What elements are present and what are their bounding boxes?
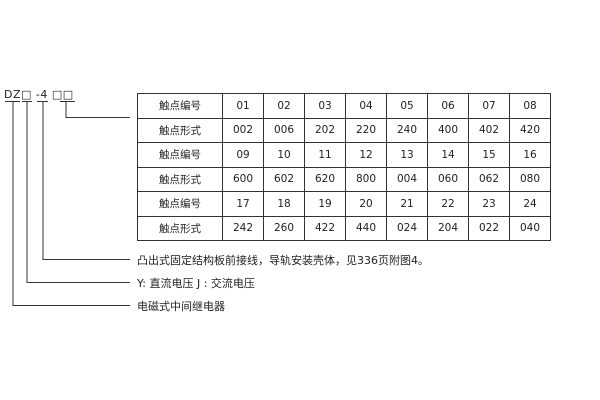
- table-cell: 08: [509, 93, 551, 119]
- table-cell: 22: [427, 191, 469, 217]
- table-cell: 040: [509, 215, 551, 241]
- row-label: 触点编号: [137, 142, 223, 168]
- row-label: 触点形式: [137, 215, 223, 241]
- table-cell: 602: [263, 166, 305, 192]
- table-cell: 202: [304, 117, 346, 143]
- table-cell: 07: [468, 93, 510, 119]
- table-cell: 024: [386, 215, 428, 241]
- table-cell: 422: [304, 215, 346, 241]
- table-cell: 13: [386, 142, 428, 168]
- table-cell: 002: [222, 117, 264, 143]
- table-cell: 260: [263, 215, 305, 241]
- table-cell: 080: [509, 166, 551, 192]
- table-cell: 062: [468, 166, 510, 192]
- row-label: 触点形式: [137, 117, 223, 143]
- table-cell: 060: [427, 166, 469, 192]
- table-cell: 022: [468, 215, 510, 241]
- table-cell: 004: [386, 166, 428, 192]
- table-cell: 02: [263, 93, 305, 119]
- model-code: DZ□ -4 □□: [4, 88, 74, 101]
- contact-table: 触点编号 01 02 03 04 05 06 07 08 触点形式 002 006 202 220 240 4…: [137, 93, 551, 241]
- table-cell: 400: [427, 117, 469, 143]
- leader-contact: [65, 101, 130, 118]
- leader-voltage: [26, 101, 130, 283]
- description-type: 电磁式中间继电器: [137, 300, 225, 313]
- table-cell: 006: [263, 117, 305, 143]
- leader-type: [12, 101, 130, 306]
- row-label: 触点形式: [137, 166, 223, 192]
- table-cell: 20: [345, 191, 387, 217]
- table-cell: 440: [345, 215, 387, 241]
- table-row: 触点编号 17 18 19 20 21 22 23 24: [137, 191, 551, 217]
- table-cell: 220: [345, 117, 387, 143]
- row-label: 触点编号: [137, 191, 223, 217]
- table-cell: 23: [468, 191, 510, 217]
- table-cell: 19: [304, 191, 346, 217]
- table-cell: 620: [304, 166, 346, 192]
- table-cell: 240: [386, 117, 428, 143]
- table-cell: 01: [222, 93, 264, 119]
- table-cell: 18: [263, 191, 305, 217]
- table-cell: 03: [304, 93, 346, 119]
- table-cell: 09: [222, 142, 264, 168]
- table-cell: 14: [427, 142, 469, 168]
- description-voltage: Y: 直流电压 J : 交流电压: [137, 277, 255, 290]
- table-cell: 800: [345, 166, 387, 192]
- leader-structure: [42, 101, 130, 260]
- table-cell: 10: [263, 142, 305, 168]
- table-cell: 17: [222, 191, 264, 217]
- table-cell: 242: [222, 215, 264, 241]
- table-cell: 11: [304, 142, 346, 168]
- table-cell: 16: [509, 142, 551, 168]
- table-cell: 600: [222, 166, 264, 192]
- table-row: 触点编号 01 02 03 04 05 06 07 08: [137, 93, 551, 119]
- table-cell: 06: [427, 93, 469, 119]
- table-cell: 24: [509, 191, 551, 217]
- table-cell: 21: [386, 191, 428, 217]
- table-row: 触点形式 600 602 620 800 004 060 062 080: [137, 166, 551, 192]
- table-cell: 420: [509, 117, 551, 143]
- table-row: 触点形式 242 260 422 440 024 204 022 040: [137, 215, 551, 241]
- table-row: 触点编号 09 10 11 12 13 14 15 16: [137, 142, 551, 168]
- table-cell: 15: [468, 142, 510, 168]
- table-cell: 204: [427, 215, 469, 241]
- table-row: 触点形式 002 006 202 220 240 400 402 420: [137, 117, 551, 143]
- table-cell: 04: [345, 93, 387, 119]
- table-cell: 402: [468, 117, 510, 143]
- row-label: 触点编号: [137, 93, 223, 119]
- table-cell: 12: [345, 142, 387, 168]
- table-cell: 05: [386, 93, 428, 119]
- description-structure: 凸出式固定结构板前接线，导轨安装壳体，见336页附图4。: [137, 254, 429, 267]
